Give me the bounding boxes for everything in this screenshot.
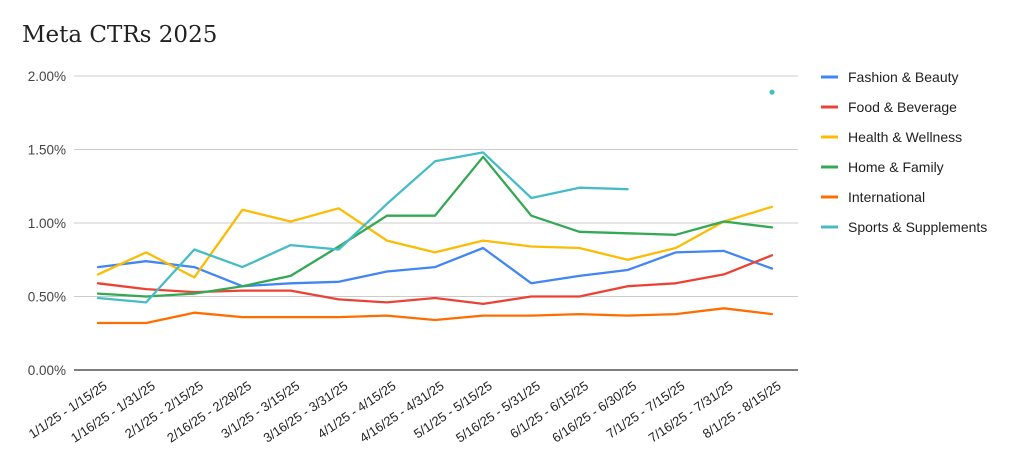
legend-item: Home & Family — [821, 159, 944, 175]
x-tick-label: 1/16/25 - 1/31/25 — [68, 378, 158, 445]
legend-item: Health & Wellness — [821, 129, 962, 145]
series-sports-supplements — [96, 89, 775, 304]
legend-label: Health & Wellness — [848, 129, 962, 145]
legend-label: International — [848, 189, 925, 205]
series-home-family — [96, 155, 774, 298]
x-axis-ticks: 1/1/25 - 1/15/251/16/25 - 1/31/252/1/25 … — [26, 378, 784, 445]
legend-label: Sports & Supplements — [848, 219, 987, 235]
legend-label: Food & Beverage — [848, 99, 957, 115]
series-line — [96, 246, 774, 288]
y-tick-label: 0.50% — [28, 290, 66, 305]
series-line — [96, 151, 629, 304]
y-tick-label: 0.00% — [28, 363, 66, 378]
legend-item: Food & Beverage — [821, 99, 957, 115]
series-lines — [96, 89, 775, 325]
series-line — [96, 307, 774, 325]
legend-item: International — [821, 189, 925, 205]
legend: Fashion & Beauty Food & Beverage Health & … — [821, 69, 987, 235]
legend-item: Fashion & Beauty — [821, 69, 959, 85]
y-tick-label: 2.00% — [28, 69, 66, 84]
y-tick-label: 1.50% — [28, 143, 66, 158]
legend-item: Sports & Supplements — [821, 219, 987, 235]
data-point — [769, 89, 775, 95]
gridlines — [74, 75, 798, 371]
series-line — [96, 155, 774, 298]
x-tick-label: 2/16/25 - 2/28/25 — [164, 378, 254, 445]
y-tick-label: 1.00% — [28, 216, 66, 231]
x-tick-label: 5/16/25 - 5/31/25 — [453, 378, 543, 445]
y-axis-ticks: 0.00% 0.50% 1.00% 1.50% 2.00% — [28, 69, 66, 378]
x-tick-label: 1/1/25 - 1/15/25 — [26, 378, 110, 441]
legend-label: Fashion & Beauty — [848, 69, 959, 85]
series-fashion-beauty — [96, 246, 774, 288]
x-tick-label: 4/16/25 - 4/31/25 — [357, 378, 447, 445]
series-international — [96, 307, 774, 325]
chart-title: Meta CTRs 2025 — [22, 22, 218, 48]
x-tick-label: 3/16/25 - 3/31/25 — [260, 378, 350, 445]
x-tick-label: 7/16/25 - 7/31/25 — [646, 378, 736, 445]
legend-label: Home & Family — [848, 159, 944, 175]
x-tick-label: 6/16/25 - 6/30/25 — [549, 378, 639, 445]
